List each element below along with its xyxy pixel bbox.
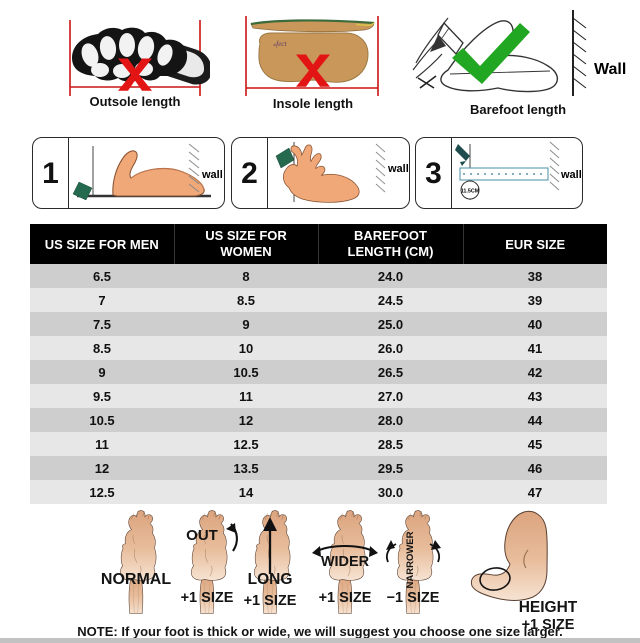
svg-text:+1 SIZE: +1 SIZE xyxy=(244,593,297,609)
svg-text:11.5CM: 11.5CM xyxy=(461,189,480,195)
svg-text:WIDER: WIDER xyxy=(321,554,370,570)
svg-text:+1 SIZE: +1 SIZE xyxy=(319,590,372,606)
svg-text:LONG: LONG xyxy=(248,571,293,588)
svg-text:HEIGHT: HEIGHT xyxy=(519,599,578,616)
svg-text:wall: wall xyxy=(201,169,223,181)
svg-text:Wall: Wall xyxy=(594,61,626,78)
svg-text:𝓍fect: 𝓍fect xyxy=(272,40,287,48)
svg-text:wall: wall xyxy=(387,163,409,175)
svg-text:+1 SIZE: +1 SIZE xyxy=(181,590,234,606)
svg-text:NORMAL: NORMAL xyxy=(101,571,171,588)
svg-text:−1 SIZE: −1 SIZE xyxy=(387,590,440,606)
svg-text:OUT: OUT xyxy=(186,527,218,544)
svg-text:wall: wall xyxy=(560,169,582,181)
svg-text:NARROWER: NARROWER xyxy=(405,531,416,588)
